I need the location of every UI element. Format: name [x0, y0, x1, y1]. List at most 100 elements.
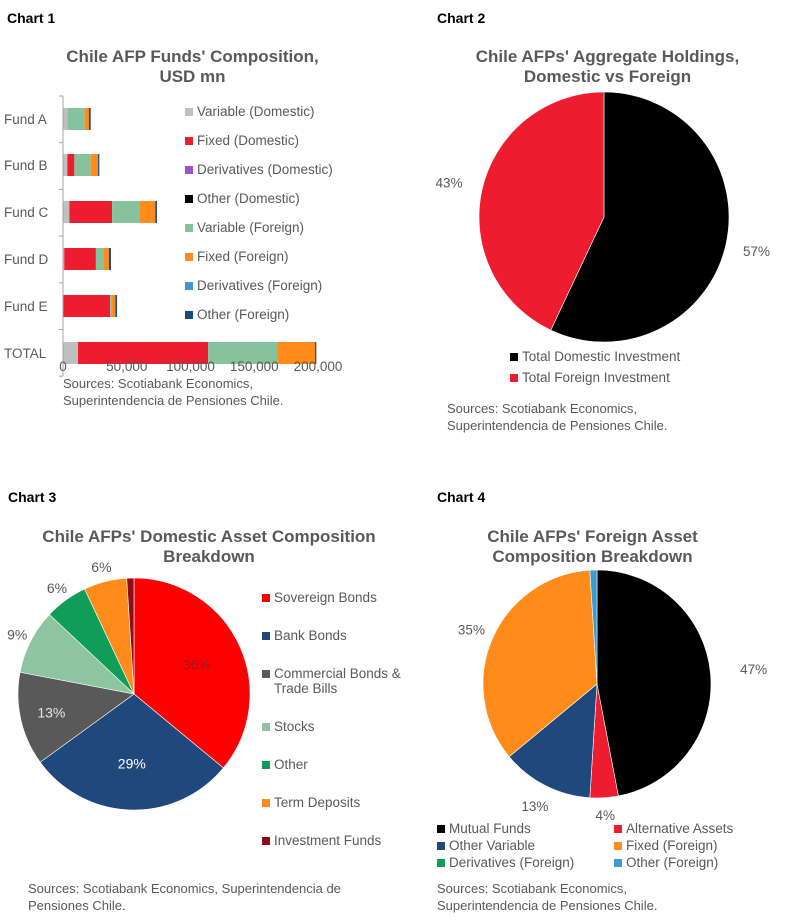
pie-slice — [482, 569, 598, 758]
chart4-legend: Mutual Funds Alternative Assets Other Vari… — [437, 821, 777, 870]
legend-label: Other — [274, 757, 308, 772]
legend-swatch — [614, 842, 622, 850]
legend-item: Stocks — [262, 719, 402, 734]
chart3-source: Sources: Scotiabank Economics, Superinte… — [28, 880, 341, 914]
legend-item: Fixed (Foreign) — [614, 838, 777, 853]
bar-segment — [67, 108, 85, 130]
legend-swatch — [510, 353, 518, 361]
legend-label: Term Deposits — [274, 795, 361, 810]
legend-swatch — [185, 224, 193, 232]
data-label: 35% — [458, 623, 485, 638]
legend-item: Other Variable — [437, 838, 614, 853]
x-tick-label: 200,000 — [294, 359, 343, 374]
bar-segment — [63, 154, 68, 176]
legend-label: Variable (Foreign) — [197, 220, 305, 235]
legend-item: Variable (Foreign) — [185, 220, 333, 235]
x-tick-label: 100,000 — [166, 359, 215, 374]
bar-segment — [84, 108, 90, 130]
legend-swatch — [262, 594, 270, 602]
category-label: Fund A — [4, 112, 47, 127]
legend-item: Term Deposits — [262, 795, 402, 810]
chart1-source-line1: Sources: Scotiabank Economics, — [63, 376, 254, 391]
legend-swatch — [185, 166, 193, 174]
legend-swatch — [262, 761, 270, 769]
bar-segment — [111, 295, 116, 317]
category-label: Fund D — [4, 252, 49, 267]
legend-label: Stocks — [274, 719, 315, 734]
category-label: Fund E — [4, 299, 48, 314]
legend-swatch — [185, 137, 193, 145]
legend-item: Investment Funds — [262, 833, 402, 848]
bar-segment — [74, 154, 91, 176]
chart3-number: Chart 3 — [8, 489, 57, 505]
data-label: 6% — [47, 580, 67, 596]
legend-swatch — [510, 374, 518, 382]
chart1-title-line2: USD mn — [159, 67, 226, 86]
pie-slice — [478, 91, 605, 331]
legend-item: Bank Bonds — [262, 628, 402, 643]
legend-swatch — [614, 825, 622, 833]
pie-slice — [589, 569, 598, 685]
legend-item: Total Domestic Investment — [510, 349, 680, 364]
chart3-title-line1: Chile AFPs' Domestic Asset Composition — [42, 527, 376, 546]
legend-label: Sovereign Bonds — [274, 590, 377, 605]
legend-swatch — [262, 670, 270, 678]
legend-swatch — [614, 859, 622, 867]
data-label: 47% — [740, 662, 767, 677]
legend-swatch — [262, 723, 270, 731]
legend-label: Total Foreign Investment — [522, 370, 670, 385]
data-label: 57% — [743, 244, 770, 259]
bar-segment — [208, 342, 278, 364]
chart1-plot: Fund A Fund B Fund C Fund D Fund E TOTAL 0 50,0… — [4, 95, 343, 377]
chart3-source-line2: Pensiones Chile. — [28, 898, 126, 913]
legend-swatch — [262, 837, 270, 845]
pie-slice — [133, 577, 251, 769]
legend-label: Total Domestic Investment — [522, 349, 681, 364]
legend-label: Fixed (Foreign) — [197, 249, 289, 264]
data-label: 13% — [37, 704, 65, 720]
pie-slice — [596, 569, 712, 797]
chart3-source-line1: Sources: Scotiabank Economics, Superinte… — [28, 881, 341, 896]
chart2-legend: Total Domestic Investment Total Foreign I… — [510, 349, 680, 391]
legend-label: Fixed (Domestic) — [197, 133, 300, 148]
chart3-title-line2: Breakdown — [163, 547, 255, 566]
chart1-source: Sources: Scotiabank Economics, Superinte… — [63, 375, 283, 409]
chart3-title: Chile AFPs' Domestic Asset Composition B… — [0, 527, 418, 567]
bar-segment — [277, 342, 316, 364]
legend-label: Mutual Funds — [449, 821, 531, 836]
chart4-title-line1: Chile AFPs' Foreign Asset — [487, 527, 698, 546]
bar-segment — [115, 295, 118, 317]
legend-item: Total Foreign Investment — [510, 370, 680, 385]
legend-label: Variable (Domestic) — [197, 104, 315, 119]
category-label: Fund C — [4, 205, 49, 220]
chart2-source-line1: Sources: Scotiabank Economics, — [447, 401, 638, 416]
chart4-title: Chile AFPs' Foreign Asset Composition Br… — [420, 527, 765, 567]
bar-segment — [63, 295, 111, 317]
data-label: 43% — [436, 175, 463, 190]
legend-swatch — [262, 799, 270, 807]
pie-slice — [508, 683, 598, 799]
bar-segment — [67, 154, 75, 176]
bar-segment — [155, 201, 157, 223]
bar-segment — [64, 248, 96, 270]
x-tick-label: 150,000 — [230, 359, 279, 374]
chart1-title: Chile AFP Funds' Composition, USD mn — [0, 47, 385, 87]
legend-item: Fixed (Foreign) — [185, 249, 333, 264]
chart4-source-line2: Superintendencia de Pensiones Chile. — [437, 898, 658, 913]
legend-label: Other (Foreign) — [197, 307, 290, 322]
chart2-title-line2: Domestic vs Foreign — [523, 67, 692, 86]
legend-label: Other Variable — [449, 838, 536, 853]
chart4-number: Chart 4 — [437, 489, 486, 505]
bar-segment — [69, 201, 113, 223]
bar-segment — [110, 295, 112, 317]
legend-item: Other — [262, 757, 402, 772]
legend-swatch — [437, 842, 445, 850]
legend-item: Other (Foreign) — [614, 855, 777, 870]
legend-label: Other (Domestic) — [197, 191, 300, 206]
legend-item: Other (Domestic) — [185, 191, 333, 206]
legend-item: Alternative Assets — [614, 821, 777, 836]
legend-label: Investment Funds — [274, 833, 382, 848]
bar-segment — [95, 248, 104, 270]
